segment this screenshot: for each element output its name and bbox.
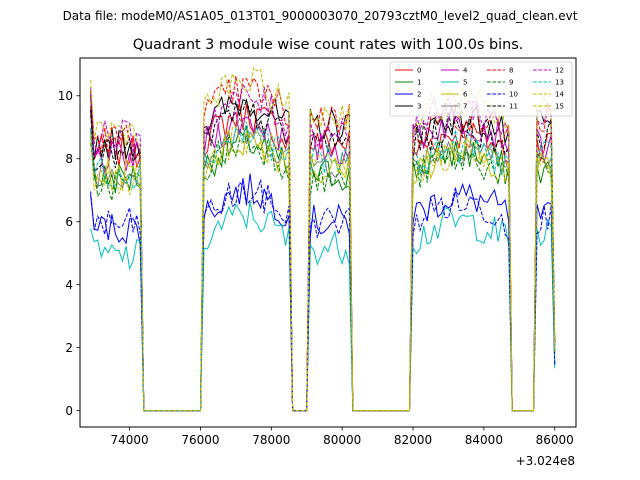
legend-frame: [389, 61, 573, 117]
series-line-10: [90, 179, 556, 412]
x-axis: 74000 76000 78000 80000 82000 84000 86000: [111, 427, 574, 447]
legend-label-9: 9: [509, 79, 513, 87]
legend-label-11: 11: [509, 103, 518, 111]
series-line-15: [90, 126, 556, 412]
x-tick-label: 78000: [252, 433, 290, 447]
legend-label-12: 12: [555, 67, 564, 75]
legend-label-5: 5: [463, 79, 467, 87]
y-tick-label: 2: [65, 341, 73, 355]
y-tick-label: 8: [65, 152, 73, 166]
legend-label-8: 8: [509, 67, 513, 75]
legend-label-14: 14: [555, 91, 564, 99]
series-line-4: [90, 108, 556, 412]
x-tick-label: 84000: [465, 433, 503, 447]
x-offset-label: +3.024e8: [516, 454, 575, 468]
legend-label-2: 2: [417, 91, 421, 99]
x-tick-label: 80000: [323, 433, 361, 447]
series-line-2: [90, 173, 556, 412]
legend-label-7: 7: [463, 103, 467, 111]
legend-label-15: 15: [555, 103, 564, 111]
series-line-13: [90, 121, 556, 412]
x-tick-label: 86000: [536, 433, 574, 447]
legend-label-13: 13: [555, 79, 564, 87]
legend-label-0: 0: [417, 67, 421, 75]
series-line-12: [90, 82, 556, 412]
legend-label-4: 4: [463, 67, 468, 75]
series-line-9: [90, 134, 556, 412]
y-tick-label: 10: [58, 89, 73, 103]
x-tick-label: 74000: [111, 433, 149, 447]
y-tick-label: 4: [65, 278, 73, 292]
series-line-6: [90, 129, 556, 412]
legend-label-6: 6: [463, 91, 468, 99]
x-tick-label: 82000: [394, 433, 432, 447]
legend-label-1: 1: [417, 79, 421, 87]
plot-frame: [79, 57, 577, 428]
x-tick-label: 76000: [181, 433, 219, 447]
series-line-8: [90, 75, 556, 412]
figure-suptitle: Data file: modeM0/AS1A05_013T01_90000030…: [63, 9, 578, 23]
legend-label-3: 3: [417, 103, 421, 111]
series-line-1: [90, 124, 556, 412]
legend-label-10: 10: [509, 91, 518, 99]
y-tick-label: 0: [65, 404, 73, 418]
y-axis: 0 2 4 6 8 10: [58, 89, 80, 418]
y-tick-label: 6: [65, 215, 73, 229]
chart-title: Quadrant 3 module wise count rates with …: [133, 37, 524, 53]
series-layer: [90, 66, 556, 412]
